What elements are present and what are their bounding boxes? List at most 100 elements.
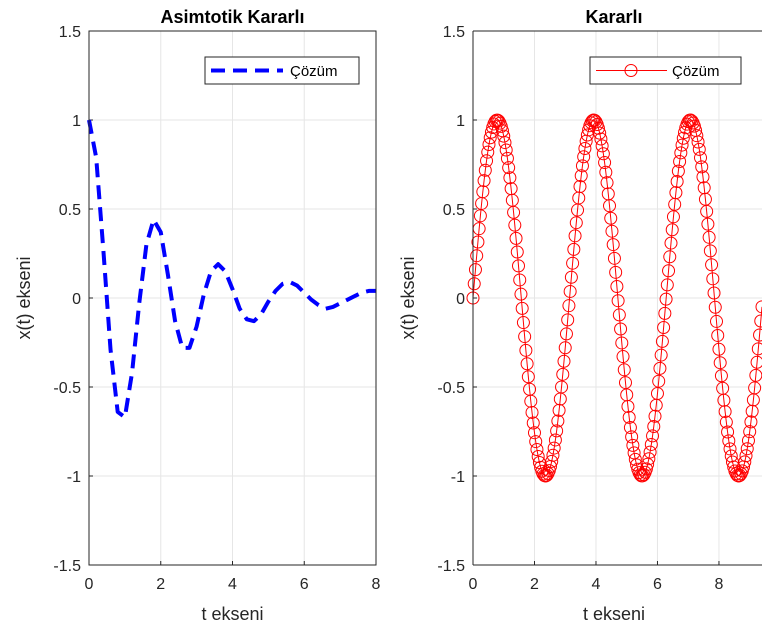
data-point [515,301,529,315]
data-point [706,272,720,286]
x-tick-label: 0 [469,576,478,593]
data-point [646,429,660,443]
y-tick-labels: -1.5 -1 -0.5 0 0.5 1 1.5 [53,24,81,575]
data-point [739,449,753,463]
data-point [628,452,642,466]
data-point [610,279,624,293]
data-point [564,270,578,284]
data-point [512,259,525,273]
data-point [500,151,514,165]
data-point [703,244,717,258]
data-point [662,264,676,278]
x-axis-label: t ekseni [583,604,645,624]
x-tick-label: 4 [228,576,237,593]
data-point [665,223,679,237]
data-point [714,369,728,383]
data-point [518,330,532,344]
data-point [611,294,625,308]
y-tick-label: 1.5 [59,24,81,41]
data-point [600,176,614,190]
data-point [644,437,658,451]
data-point [546,448,560,462]
data-point [751,342,762,356]
data-point [723,442,737,456]
data-point [660,278,674,292]
data-point [643,445,657,459]
y-tick-label: -0.5 [437,380,465,397]
series-layer [87,119,376,420]
chart-title: Kararlı [585,7,642,27]
data-point [477,174,491,188]
data-point [514,287,528,301]
data-point [557,354,571,368]
x-tick-label: 6 [300,576,309,593]
y-tick-label: 0 [456,291,465,308]
data-point [593,126,607,140]
data-point [711,328,725,342]
y-tick-label: 0.5 [443,202,465,219]
data-point [648,409,662,423]
data-point [718,405,732,419]
x-tick-label: 8 [715,576,724,593]
data-point [702,230,716,244]
x-axis-label: t ekseni [201,604,263,624]
data-point [471,235,485,249]
data-point [497,129,511,143]
data-point [612,308,626,322]
data-point [696,170,710,184]
data-point [664,236,678,250]
data-point [568,229,582,243]
data-point [744,415,758,429]
data-point [692,142,706,156]
data-point [710,314,723,328]
data-point [741,434,755,448]
data-point [659,292,673,306]
y-tick-label: -1 [451,469,465,486]
data-point [569,216,583,230]
data-point [695,160,709,174]
data-point [666,210,680,224]
data-point [525,405,539,419]
data-point [545,454,559,468]
data-point [578,142,592,156]
data-point [529,435,543,449]
x-tick-labels: 0 2 4 6 8 [469,576,724,593]
data-point [577,150,591,164]
data-point [641,457,655,471]
data-point [750,355,762,369]
data-point [499,143,513,157]
legend-entry-label: Çözüm [672,63,720,80]
data-point [520,357,534,371]
x-tick-labels: 0 2 4 6 8 [85,576,381,593]
data-point [691,135,705,149]
data-point [669,186,683,200]
data-point [721,425,735,439]
data-point [690,129,704,143]
data-point [507,205,521,219]
data-point [700,204,714,218]
data-point [740,442,754,456]
data-point [642,452,656,466]
data-point [521,370,535,384]
data-point [491,113,505,127]
y-tick-label: 0 [72,291,81,308]
data-point [754,314,762,328]
data-point [717,393,731,407]
y-tick-label: -1.5 [53,558,81,575]
data-point [513,273,527,287]
data-point [607,251,621,265]
data-point [647,419,661,433]
data-point [652,374,666,388]
data-point [722,434,736,448]
data-point [559,327,573,341]
y-tick-label: 1.5 [443,24,465,41]
data-point [615,336,629,350]
data-point [713,356,727,370]
data-point [574,169,588,183]
data-point [498,136,512,150]
data-point [550,424,564,438]
data-point [594,132,608,146]
axes-kararli: 0 2 4 6 8 -1.5 -1 -0.5 0 0.5 1 1.5 Kararlı t eksen… [398,7,762,624]
data-point [596,147,610,161]
y-tick-label: 1 [72,113,81,130]
